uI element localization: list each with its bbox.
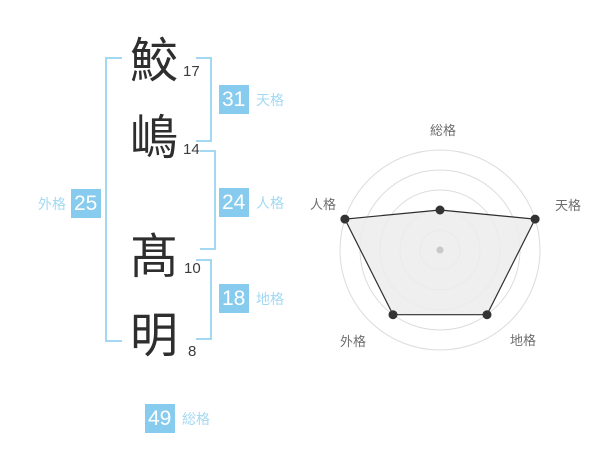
jinkaku-score-value: 24 [219,188,249,217]
jinkaku-score-label: 人格 [256,194,284,211]
tenkaku-bracket [196,57,212,142]
chikaku-score: 18 地格 [219,284,284,313]
radar-axis-label: 外格 [340,334,366,349]
chikaku-score-value: 18 [219,284,249,313]
radar-center-dot [436,246,444,254]
radar-grid-ring [339,149,541,351]
radar-data-point [482,310,492,320]
radar-data-point [388,310,398,320]
name-char-3: 髙 [129,231,178,284]
soukaku-score: 49 総格 [145,404,210,433]
radar-axis-label: 天格 [555,198,581,213]
gaikaku-score: 外格 25 [38,189,101,218]
soukaku-score-label: 総格 [182,410,210,427]
stroke-count-4: 8 [188,343,197,360]
chikaku-bracket [196,259,212,340]
radar-axis-label: 人格 [310,197,336,212]
name-char-2: 嶋 [129,112,178,165]
stroke-count-1: 17 [183,63,200,80]
radar-data-polygon [343,209,537,316]
radar-data-point [530,214,540,224]
jinkaku-score: 24 人格 [219,188,284,217]
tenkaku-score-value: 31 [219,85,249,114]
gaikaku-bracket [105,57,122,342]
stroke-count-3: 10 [184,260,201,277]
radar-data-point [340,214,350,224]
stroke-count-2: 14 [183,141,200,158]
radar-data-point [435,205,445,215]
name-char-1: 鮫 [129,35,178,88]
jinkaku-bracket [200,150,216,250]
tenkaku-score: 31 天格 [219,85,284,114]
name-char-4: 明 [129,310,178,363]
radar-axis-label: 総格 [430,123,456,138]
chikaku-score-label: 地格 [256,290,284,307]
radar-axis-label: 地格 [510,333,536,348]
soukaku-score-value: 49 [145,404,175,433]
gaikaku-score-value: 25 [71,189,101,218]
gaikaku-score-label: 外格 [38,195,66,212]
tenkaku-score-label: 天格 [256,91,284,108]
